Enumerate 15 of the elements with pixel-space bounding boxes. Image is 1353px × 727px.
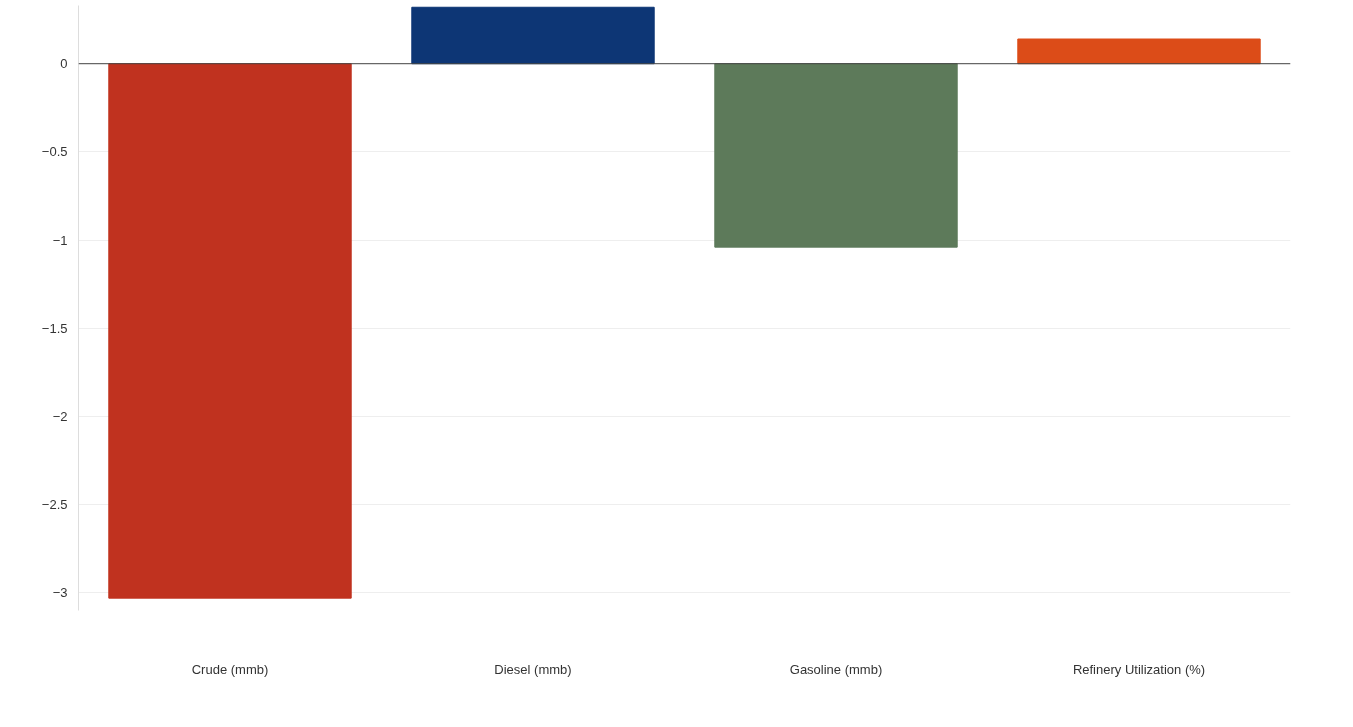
- y-tick-label: −3: [52, 585, 68, 601]
- y-tick-label: −2.5: [41, 497, 68, 513]
- bar: [1017, 38, 1261, 65]
- y-tick-label: −1.5: [41, 320, 68, 336]
- bar: [411, 6, 655, 65]
- y-tick-label: −1: [52, 232, 68, 248]
- x-tick-label: Gasoline (mmb): [789, 661, 883, 677]
- y-tick-label: −0.5: [41, 144, 68, 160]
- bar: [714, 63, 958, 248]
- bar: [108, 63, 352, 599]
- y-tick-label: −2: [52, 408, 68, 424]
- x-tick-label: Diesel (mmb): [494, 661, 572, 677]
- x-tick-label: Refinery Utilization (%): [1072, 661, 1206, 677]
- y-tick-label: 0: [60, 56, 68, 72]
- x-tick-label: Crude (mmb): [191, 661, 269, 677]
